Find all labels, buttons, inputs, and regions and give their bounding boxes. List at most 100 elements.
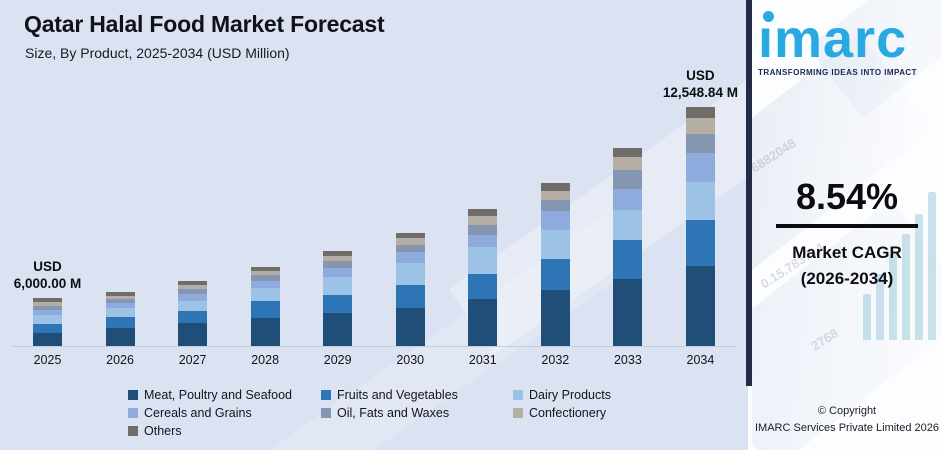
legend-swatch-icon <box>128 407 138 418</box>
bar-segment <box>33 306 62 310</box>
bar-segment <box>105 299 135 303</box>
decorative-mini-bar-chart <box>863 190 936 340</box>
legend-item: Others <box>128 423 321 438</box>
bar-segment <box>685 118 715 134</box>
bar-segment <box>33 324 62 333</box>
cagr-label-line1: Market CAGR <box>792 243 902 262</box>
bar-2028 <box>250 267 280 346</box>
x-axis-label: 2026 <box>106 353 134 367</box>
legend-label: Meat, Poultry and Seafood <box>144 387 293 402</box>
bar-2034: USD 12,548.84 M <box>663 68 738 346</box>
chart-legend: Meat, Poultry and Seafood Fruits and Vege… <box>128 387 611 438</box>
bar-segment <box>105 308 135 317</box>
bar-segment <box>105 296 135 299</box>
copyright: © Copyright IMARC Services Private Limit… <box>752 403 942 436</box>
cagr-underline <box>776 224 918 228</box>
copyright-line1: © Copyright <box>817 405 877 417</box>
bar-2032 <box>540 183 570 346</box>
legend-swatch-icon <box>513 389 523 400</box>
bar-segment <box>613 170 643 189</box>
cagr-label-line2: (2026-2034) <box>800 268 894 288</box>
bar-value-label: USD 6,000.00 M <box>13 259 82 292</box>
legend-label: Oil, Fats and Waxes <box>337 405 450 420</box>
bar-segment <box>105 328 135 346</box>
bar-segment <box>540 211 570 230</box>
logo-i-dot-icon <box>763 11 774 22</box>
bar-segment <box>178 301 208 311</box>
bar-segment <box>250 288 280 301</box>
bar-2026 <box>105 292 135 346</box>
bar-segment <box>540 259 570 290</box>
bar-segment <box>540 200 570 211</box>
x-axis-line <box>12 346 736 347</box>
bar-segment <box>468 209 498 216</box>
x-axis-label: 2029 <box>323 353 352 367</box>
bar-segment <box>323 295 353 313</box>
bar-segment <box>250 267 280 271</box>
bar-segment <box>468 299 498 346</box>
bar-segment <box>178 289 208 294</box>
logo-tagline: TRANSFORMING IDEAS INTO IMPACT <box>758 68 917 77</box>
x-axis-label: 2034 <box>686 353 715 367</box>
bar-segment <box>395 238 425 245</box>
bar-segment <box>540 191 570 200</box>
bar-segment <box>685 182 715 220</box>
bar-segment <box>250 271 280 275</box>
bar-2025: USD 6,000.00 M <box>14 259 81 346</box>
logo-letters: ımarc <box>758 9 908 69</box>
bar-segment <box>468 247 498 274</box>
bar-segment <box>685 134 715 153</box>
bar-segment <box>540 230 570 259</box>
bar-segment <box>395 245 425 252</box>
bar-segment <box>33 298 62 302</box>
legend-item: Confectionery <box>513 405 611 420</box>
x-axis-label: 2030 <box>396 353 425 367</box>
legend-label: Cereals and Grains <box>144 405 252 420</box>
decorative-bar <box>902 234 910 340</box>
bar-segment <box>105 303 135 308</box>
bar-segment <box>33 310 62 315</box>
x-axis-label: 2031 <box>468 353 497 367</box>
legend-item: Meat, Poultry and Seafood <box>128 387 321 402</box>
chart-title: Qatar Halal Food Market Forecast <box>24 11 385 37</box>
bar-segment <box>178 323 208 346</box>
copyright-line2: IMARC Services Private Limited 2026 <box>754 421 939 434</box>
bar-segment <box>33 315 62 324</box>
bar-segment <box>33 333 62 346</box>
bar-segment <box>250 318 280 346</box>
bar-segment <box>395 252 425 263</box>
legend-swatch-icon <box>128 389 138 400</box>
decorative-bar <box>915 214 923 340</box>
bar-segment <box>540 290 570 346</box>
chart-area: Qatar Halal Food Market Forecast Size, B… <box>0 0 748 450</box>
bar-segment <box>685 220 715 266</box>
bar-2031 <box>468 209 498 346</box>
x-axis-label: 2027 <box>178 353 207 367</box>
legend-label: Fruits and Vegetables <box>337 387 458 402</box>
legend-label: Confectionery <box>529 405 607 420</box>
bar-segment <box>468 216 498 225</box>
legend-item: Oil, Fats and Waxes <box>321 405 513 420</box>
bar-segment <box>468 235 498 247</box>
legend-label: Dairy Products <box>529 387 611 402</box>
chart-subtitle: Size, By Product, 2025-2034 (USD Million… <box>25 45 290 61</box>
bar-segment <box>613 279 643 346</box>
bar-segment <box>613 210 643 240</box>
bar-segment <box>105 292 135 296</box>
bar-segment <box>323 261 353 268</box>
cagr-label: Market CAGR (2026-2034) <box>752 240 942 291</box>
cagr-block: 8.54% Market CAGR (2026-2034) <box>752 176 942 291</box>
bar-segment <box>323 256 353 261</box>
legend-swatch-icon <box>128 425 138 436</box>
bar-2033 <box>613 148 643 346</box>
decorative-bar <box>928 192 936 340</box>
bar-segment <box>250 301 280 318</box>
bar-2030 <box>395 233 425 346</box>
bar-segment <box>395 263 425 285</box>
legend-label: Others <box>144 423 182 438</box>
bar-value-label: USD 12,548.84 M <box>662 68 738 101</box>
decorative-bar <box>889 254 897 340</box>
legend-item: Dairy Products <box>513 387 611 402</box>
bar-segment <box>178 311 208 323</box>
